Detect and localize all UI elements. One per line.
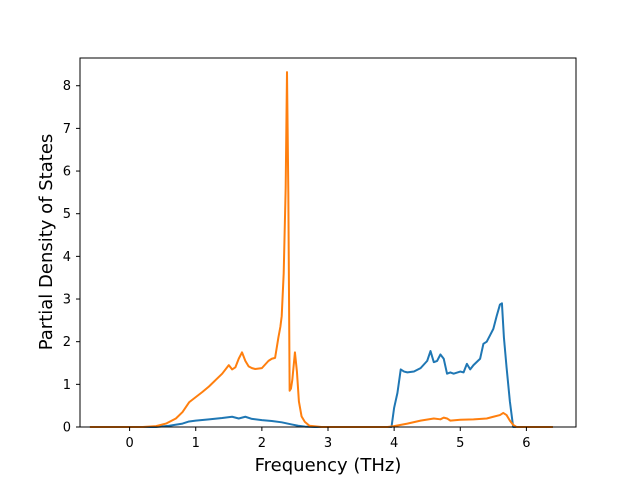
x-tick-label: 0 bbox=[125, 436, 133, 451]
y-tick-label: 2 bbox=[63, 335, 71, 350]
plot-area bbox=[80, 58, 576, 427]
y-tick-label: 5 bbox=[63, 207, 71, 222]
x-tick-label: 5 bbox=[456, 436, 464, 451]
series-line-1 bbox=[89, 302, 553, 428]
y-tick-label: 6 bbox=[63, 165, 71, 180]
x-axis-title: Frequency (THz) bbox=[255, 455, 402, 476]
y-tick-label: 1 bbox=[63, 378, 71, 393]
y-tick-label: 0 bbox=[63, 421, 71, 436]
y-axis-title: Partial Density of States bbox=[36, 134, 57, 351]
x-axis: 0 1 2 3 4 5 6 bbox=[125, 427, 531, 451]
x-tick-label: 2 bbox=[258, 436, 266, 451]
y-tick-label: 4 bbox=[63, 250, 71, 265]
x-tick-label: 4 bbox=[390, 436, 398, 451]
series-layer bbox=[89, 71, 553, 428]
y-tick-label: 3 bbox=[63, 293, 71, 308]
x-tick-label: 6 bbox=[522, 436, 530, 451]
y-tick-label: 8 bbox=[63, 79, 71, 94]
y-tick-label: 7 bbox=[63, 122, 71, 137]
y-axis: 0 1 2 3 4 5 6 7 8 bbox=[63, 79, 80, 436]
x-tick-label: 1 bbox=[192, 436, 200, 451]
series-line-2 bbox=[89, 71, 553, 428]
x-tick-label: 3 bbox=[324, 436, 332, 451]
